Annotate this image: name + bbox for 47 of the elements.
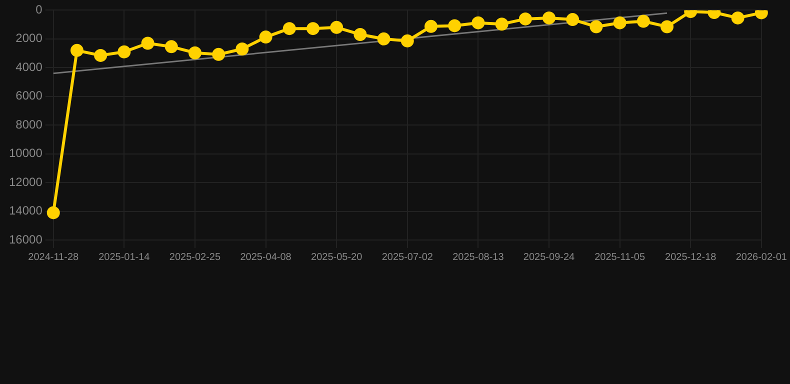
y-tick-label: 10000 <box>8 146 43 160</box>
y-tick-label: 6000 <box>16 88 43 103</box>
y-tick-label: 16000 <box>8 232 43 246</box>
x-tick-label: 2025-04-08 <box>240 252 292 263</box>
y-tick-label: 4000 <box>16 60 43 74</box>
point <box>472 16 485 30</box>
point <box>354 28 367 41</box>
point <box>590 20 603 34</box>
x-tick-label: 2025-09-24 <box>523 252 576 263</box>
point <box>330 20 344 34</box>
x-tick-label: 2025-05-20 <box>311 252 363 263</box>
point <box>306 22 320 36</box>
x-tick-label: 2025-08-13 <box>452 252 504 263</box>
point <box>259 30 272 44</box>
y-tick-label: 12000 <box>8 174 43 189</box>
point <box>613 16 626 30</box>
point <box>400 34 414 48</box>
point <box>118 45 131 58</box>
y-tick-label: 0 <box>36 2 43 17</box>
point <box>282 22 296 36</box>
point <box>212 48 226 61</box>
x-tick-label: 2025-01-14 <box>98 252 150 263</box>
point <box>188 46 202 60</box>
point <box>448 19 462 32</box>
x-tick-label: 2025-11-05 <box>594 252 646 263</box>
x-tick-label: 2026-02-01 <box>736 252 788 263</box>
point <box>518 12 532 26</box>
point <box>566 13 580 26</box>
y-tick-label: 2000 <box>16 31 43 46</box>
point <box>424 20 438 33</box>
point <box>164 40 178 54</box>
x-tick-label: 2025-12-18 <box>665 252 717 263</box>
point <box>236 42 249 56</box>
point <box>377 32 390 46</box>
x-tick-label: 2025-02-25 <box>169 252 221 263</box>
y-tick-label: 14000 <box>8 204 43 218</box>
point <box>94 48 108 62</box>
y-tick-label: 8000 <box>16 117 43 132</box>
point <box>636 14 650 28</box>
point <box>70 44 84 57</box>
point <box>495 18 508 31</box>
point <box>731 11 744 24</box>
x-tick-label: 2025-07-02 <box>382 252 434 263</box>
point <box>542 11 556 24</box>
point <box>141 36 154 50</box>
x-tick-label: 2024-11-28 <box>28 252 80 263</box>
point <box>660 20 674 34</box>
